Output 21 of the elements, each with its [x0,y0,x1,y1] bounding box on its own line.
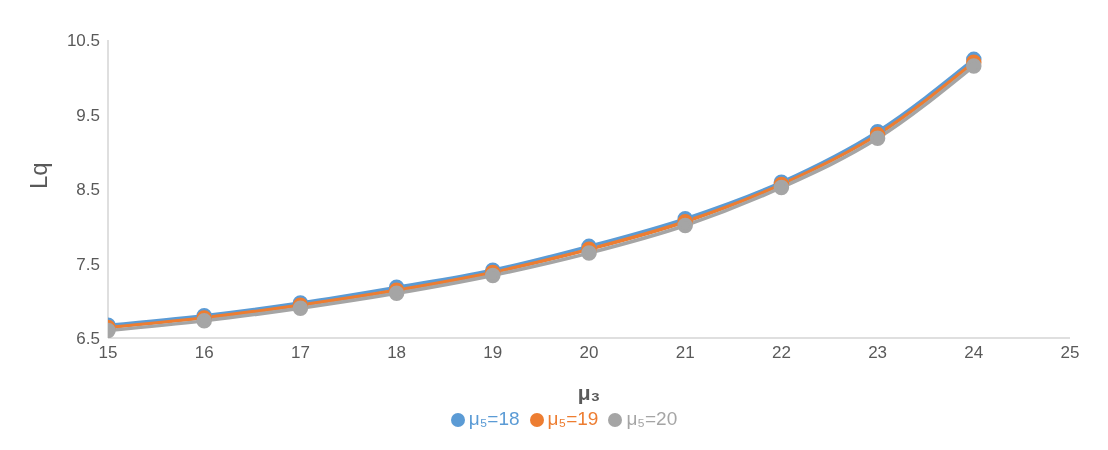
x-tick-label: 20 [579,343,599,363]
x-tick-label: 23 [868,343,888,363]
y-tick-label: 7.5 [76,254,100,274]
y-axis-title: Lq [24,162,52,189]
x-tick-label: 16 [194,343,214,363]
x-tick-label: 24 [964,343,984,363]
x-tick-label: 22 [771,343,791,363]
x-tick-label: 18 [387,343,407,363]
x-tick-label: 21 [675,343,695,363]
legend-label: μ₅=20 [626,408,678,429]
x-tick-label: 17 [290,343,310,363]
y-tick-label: 10.5 [66,31,100,51]
x-axis-title: μ₃ [577,381,601,404]
y-tick-label: 6.5 [76,329,100,349]
y-tick-label: 8.5 [76,180,100,200]
x-tick-label: 15 [98,343,118,363]
legend-label: μ₅=18 [468,408,520,429]
x-tick-label: 19 [483,343,503,363]
y-tick-label: 9.5 [76,105,100,125]
x-tick-label: 25 [1060,343,1080,363]
legend-label: μ₅=19 [547,408,599,429]
